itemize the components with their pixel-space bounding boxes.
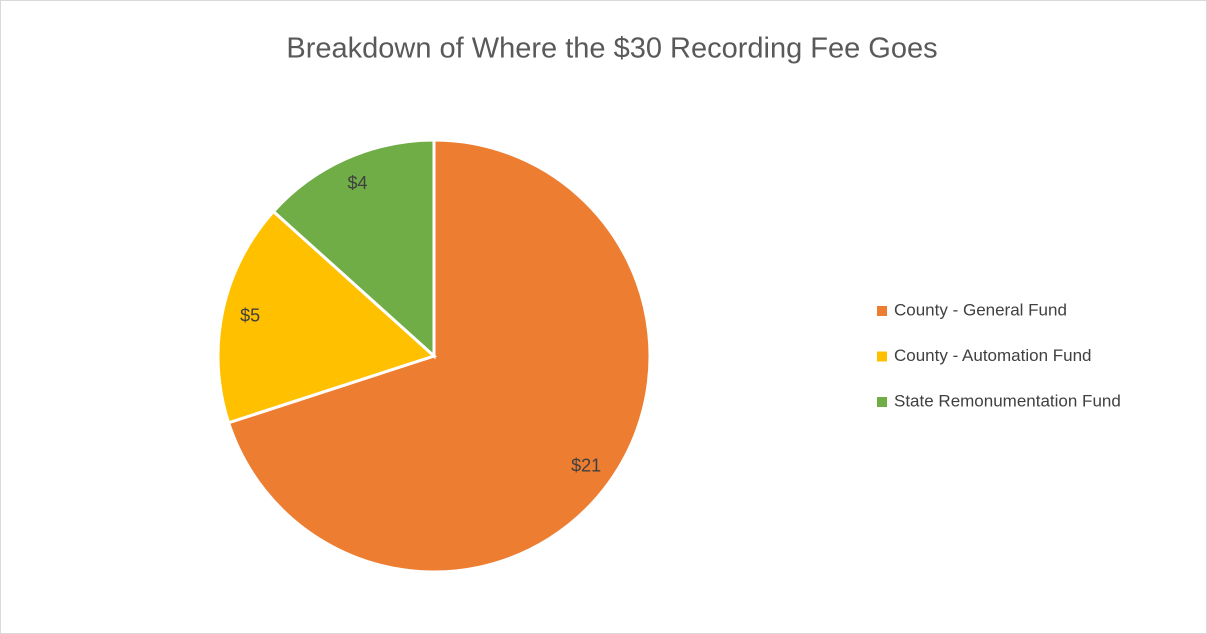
legend-swatch	[877, 306, 887, 316]
legend-label: County - General Fund	[894, 300, 1067, 319]
legend-label: County - Automation Fund	[894, 346, 1092, 365]
data-label: $5	[240, 306, 260, 326]
pie-slice	[216, 209, 437, 425]
chart-title: Breakdown of Where the $30 Recording Fee…	[286, 33, 937, 65]
legend-swatch	[877, 397, 887, 407]
pie-slice	[226, 138, 652, 574]
data-label: $4	[348, 173, 368, 193]
legend-swatch	[877, 351, 887, 362]
legend-label: State Remonumentation Fund	[894, 391, 1121, 410]
data-label: $21	[571, 455, 601, 475]
pie-slice	[271, 138, 436, 360]
